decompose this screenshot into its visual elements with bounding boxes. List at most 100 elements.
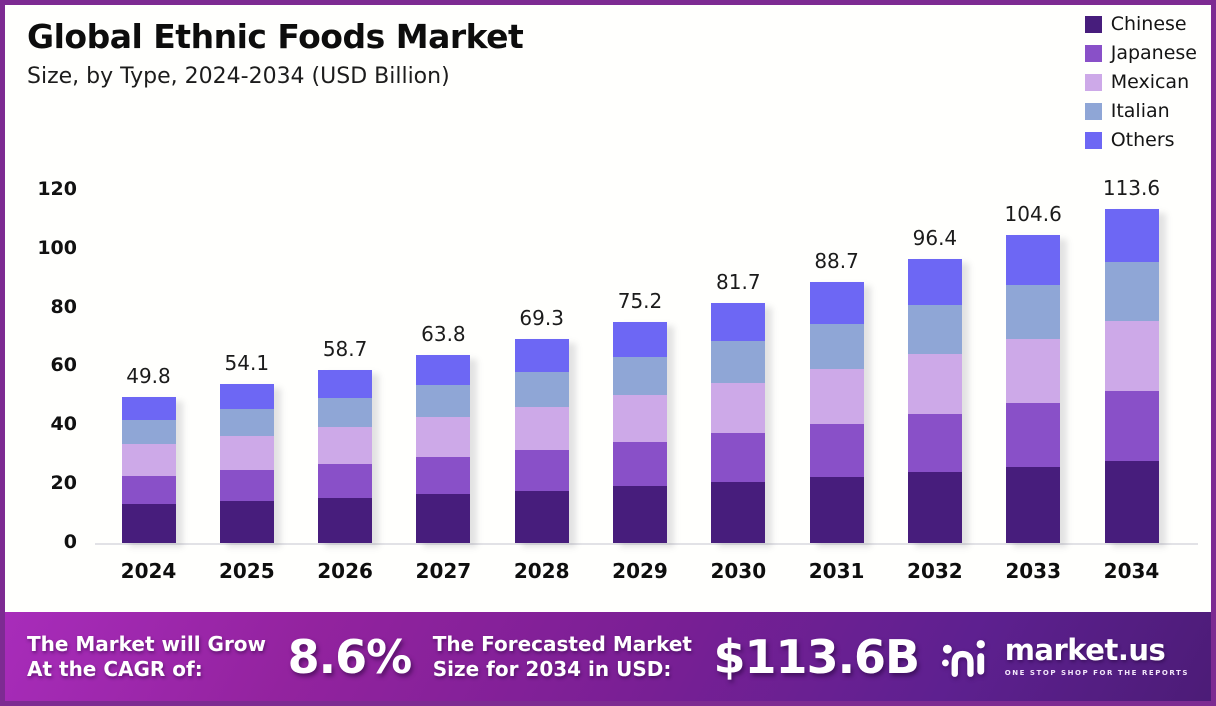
bar-segment-italian-2031: [809, 323, 864, 370]
bar-segment-mexican-2031: [809, 369, 864, 424]
y-axis-tick-label: 60: [50, 354, 77, 377]
bar-segment-italian-2028: [514, 371, 569, 407]
bar-segment-italian-2029: [613, 357, 667, 396]
bar-total-label: 81.7: [716, 269, 761, 294]
forecast-value: $113.6B: [713, 629, 921, 684]
bar-2032: [907, 259, 962, 543]
brand-text: market.us ONE STOP SHOP FOR THE REPORTS: [1004, 633, 1189, 678]
bar-segment-mexican-2028: [514, 406, 569, 450]
bar-total-label: 75.2: [617, 288, 663, 313]
bar-segment-chinese-2028: [514, 490, 569, 543]
bar-segment-mexican-2027: [416, 417, 471, 458]
bar-2029: [613, 321, 667, 543]
legend-label: Japanese: [1110, 42, 1197, 64]
bar-segment-japanese-2033: [1006, 402, 1061, 468]
bar-segment-mexican-2030: [711, 382, 766, 434]
forecast-label-line2: Size for 2034 in USD:: [432, 656, 672, 681]
page-subtitle: Size, by Type, 2024-2034 (USD Billion): [27, 64, 450, 89]
cagr-label: The Market will Grow At the CAGR of:: [27, 632, 266, 682]
bar-total-label: 63.8: [421, 322, 466, 347]
bar-segment-chinese-2030: [711, 482, 766, 543]
bar-segment-chinese-2031: [809, 477, 864, 543]
bar-segment-italian-2025: [219, 409, 274, 437]
x-axis-label-2028: 2028: [513, 559, 570, 583]
forecast-label: The Forecasted Market Size for 2034 in U…: [433, 632, 692, 682]
bar-2031: [809, 282, 864, 543]
bar-segment-italian-2024: [121, 419, 176, 445]
legend-item-others: Others: [1084, 129, 1197, 151]
bar-segment-chinese-2025: [219, 501, 274, 543]
bar-segment-japanese-2029: [613, 441, 667, 487]
y-axis-tick-label: 80: [50, 295, 77, 318]
bar-total-label: 104.6: [1004, 202, 1062, 227]
bar-segment-japanese-2024: [121, 475, 176, 505]
bar-segment-others-2024: [121, 396, 176, 420]
bar-segment-italian-2032: [907, 304, 962, 355]
bar-segment-japanese-2026: [318, 463, 373, 498]
bar-segment-chinese-2024: [121, 504, 176, 543]
legend-swatch-italian: [1084, 102, 1102, 120]
bar-2033: [1006, 235, 1061, 543]
x-axis-label-2026: 2026: [317, 559, 373, 583]
bar-total-label: 58.7: [322, 337, 368, 362]
market-us-logo[interactable]: market.us ONE STOP SHOP FOR THE REPORTS: [941, 632, 1189, 682]
bar-2025: [219, 383, 274, 543]
bar-segment-chinese-2029: [613, 486, 667, 543]
legend-label: Others: [1110, 129, 1175, 151]
y-axis-tick-label: 100: [37, 236, 77, 259]
bar-segment-japanese-2034: [1104, 390, 1159, 462]
legend-swatch-chinese: [1084, 15, 1102, 33]
bar-segment-others-2028: [514, 339, 569, 372]
x-axis-label-2032: 2032: [907, 559, 963, 583]
legend-label: Chinese: [1110, 13, 1187, 35]
x-axis-label-2030: 2030: [710, 559, 767, 583]
bar-segment-japanese-2032: [907, 413, 962, 473]
x-axis-label-2031: 2031: [808, 559, 865, 583]
bar-segment-mexican-2025: [219, 436, 274, 471]
stacked-bar-chart: 0 20 40 60 80 100 120 49.8 2024 54.1 2025 58.7 2026 6…: [5, 5, 1211, 606]
chart-legend: Chinese Japanese Mexican Italian Others: [1084, 13, 1197, 158]
legend-swatch-japanese: [1084, 44, 1102, 62]
page-title: Global Ethnic Foods Market: [27, 17, 524, 56]
bar-total-label: 113.6: [1102, 175, 1161, 200]
bar-total-label: 49.8: [126, 363, 171, 388]
bar-segment-others-2034: [1104, 208, 1159, 263]
x-axis-label-2033: 2033: [1005, 559, 1062, 583]
bar-segment-others-2030: [711, 302, 766, 342]
bar-segment-japanese-2025: [219, 470, 274, 502]
legend-label: Italian: [1110, 100, 1170, 122]
brand-name: market.us: [1004, 633, 1166, 667]
legend-swatch-others: [1084, 131, 1102, 149]
bar-segment-japanese-2031: [809, 423, 864, 478]
y-axis-tick-label: 40: [50, 413, 77, 436]
bar-segment-others-2033: [1006, 235, 1061, 285]
bar-total-label: 69.3: [519, 306, 564, 331]
bar-segment-mexican-2026: [318, 427, 373, 464]
y-axis-tick-label: 20: [50, 472, 77, 495]
bar-segment-japanese-2027: [416, 457, 471, 495]
market-us-logo-icon: [941, 639, 985, 677]
bar-segment-italian-2027: [416, 385, 471, 418]
bar-segment-chinese-2026: [318, 497, 373, 543]
bar-segment-chinese-2033: [1006, 467, 1061, 543]
x-axis-line: [95, 543, 1198, 545]
bar-segment-mexican-2029: [613, 395, 667, 442]
x-axis-label-2034: 2034: [1103, 559, 1160, 583]
bar-segment-mexican-2032: [907, 354, 962, 414]
brand-tagline: ONE STOP SHOP FOR THE REPORTS: [1004, 669, 1189, 677]
cagr-value: 8.6%: [287, 629, 413, 684]
bar-segment-japanese-2030: [711, 433, 766, 483]
bar-segment-italian-2026: [318, 397, 373, 428]
legend-item-chinese: Chinese: [1084, 13, 1197, 35]
x-axis-label-2024: 2024: [120, 559, 177, 583]
bar-segment-italian-2033: [1006, 284, 1061, 339]
bar-2030: [711, 302, 766, 543]
x-axis-label-2027: 2027: [415, 559, 472, 583]
x-axis-label-2029: 2029: [612, 559, 668, 583]
bar-segment-japanese-2028: [514, 449, 569, 491]
bar-segment-others-2031: [809, 282, 864, 324]
bar-segment-chinese-2032: [907, 472, 962, 543]
legend-item-italian: Italian: [1084, 100, 1197, 122]
footer-banner: The Market will Grow At the CAGR of: 8.6…: [5, 612, 1211, 701]
bar-segment-chinese-2027: [416, 494, 471, 543]
